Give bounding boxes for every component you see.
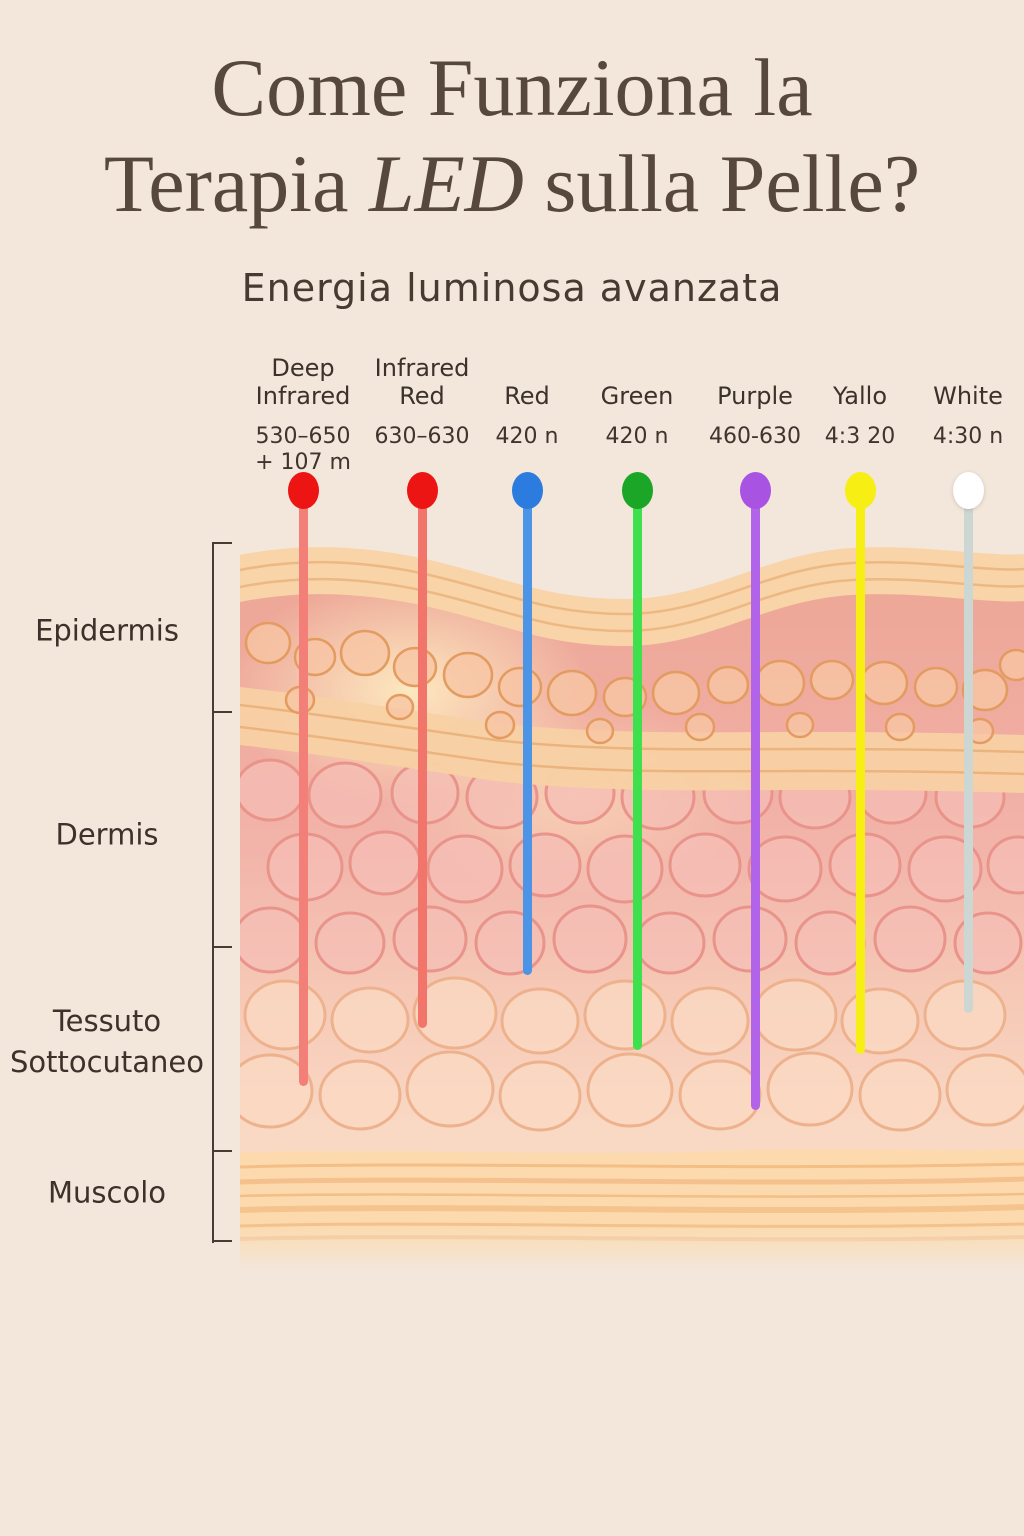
led-pin-dot-green — [622, 472, 653, 509]
led-pin-stem-green — [633, 500, 642, 1050]
led-pin-stem-red — [523, 500, 532, 975]
subtitle: Energia luminosa avanzata — [241, 266, 783, 310]
skin-cross-section-illustration — [240, 547, 1024, 1270]
led-pin-dot-yallo — [845, 472, 876, 509]
bracket-tick-4 — [212, 1240, 232, 1242]
led-name-red: Red — [504, 382, 550, 410]
title-line2-pre: Terapia — [103, 137, 369, 229]
led-wavelength-red: 420 n — [495, 424, 559, 449]
led-wavelength-white: 4:30 n — [932, 424, 1004, 449]
led-wavelength-deep-infrared: 530–650 + 107 m — [255, 424, 351, 475]
led-pin-dot-purple — [740, 472, 771, 509]
led-pin-stem-white — [964, 500, 973, 1013]
led-pin-dot-red — [512, 472, 543, 509]
title-led-word: LED — [368, 137, 524, 229]
bracket-tick-1 — [212, 711, 232, 713]
layer-label-tessuto-sottocutaneo: Tessuto Sottocutaneo — [9, 1004, 205, 1079]
bracket-tick-3 — [212, 1150, 232, 1152]
led-pin-dot-deep-infrared — [288, 472, 319, 509]
led-name-purple: Purple — [717, 382, 793, 410]
layer-label-epidermis: Epidermis — [35, 613, 179, 648]
led-name-yallo: Yallo — [832, 382, 888, 410]
led-pin-stem-infrared-red — [418, 500, 427, 1028]
layer-label-dermis: Dermis — [55, 817, 159, 852]
bracket-tick-2 — [212, 946, 232, 948]
title-line2-post: sulla Pelle? — [523, 137, 921, 229]
led-pin-dot-infrared-red — [407, 472, 438, 509]
led-name-green: Green — [600, 382, 674, 410]
bracket-vertical-line — [212, 543, 214, 1243]
led-pin-stem-yallo — [856, 500, 865, 1054]
led-wavelength-infrared-red: 630–630 — [374, 424, 470, 449]
led-wavelength-yallo: 4:3 20 — [824, 424, 896, 449]
led-wavelength-green: 420 n — [605, 424, 669, 449]
led-pin-stem-deep-infrared — [299, 500, 308, 1086]
led-wavelength-purple: 460-630 — [709, 424, 801, 449]
led-name-infrared-red: Infrared Red — [374, 354, 470, 410]
page-title: Come Funziona la Terapia LED sulla Pelle? — [0, 40, 1024, 232]
led-name-white: White — [933, 382, 1003, 410]
led-name-deep-infrared: Deep Infrared — [255, 354, 351, 410]
title-line1: Come Funziona la — [211, 42, 813, 133]
bracket-tick-0 — [212, 542, 232, 544]
title-line2: Terapia LED sulla Pelle? — [104, 138, 920, 229]
led-pin-dot-white — [953, 472, 984, 509]
led-pin-stem-purple — [751, 500, 760, 1110]
layer-label-muscolo: Muscolo — [48, 1175, 166, 1210]
